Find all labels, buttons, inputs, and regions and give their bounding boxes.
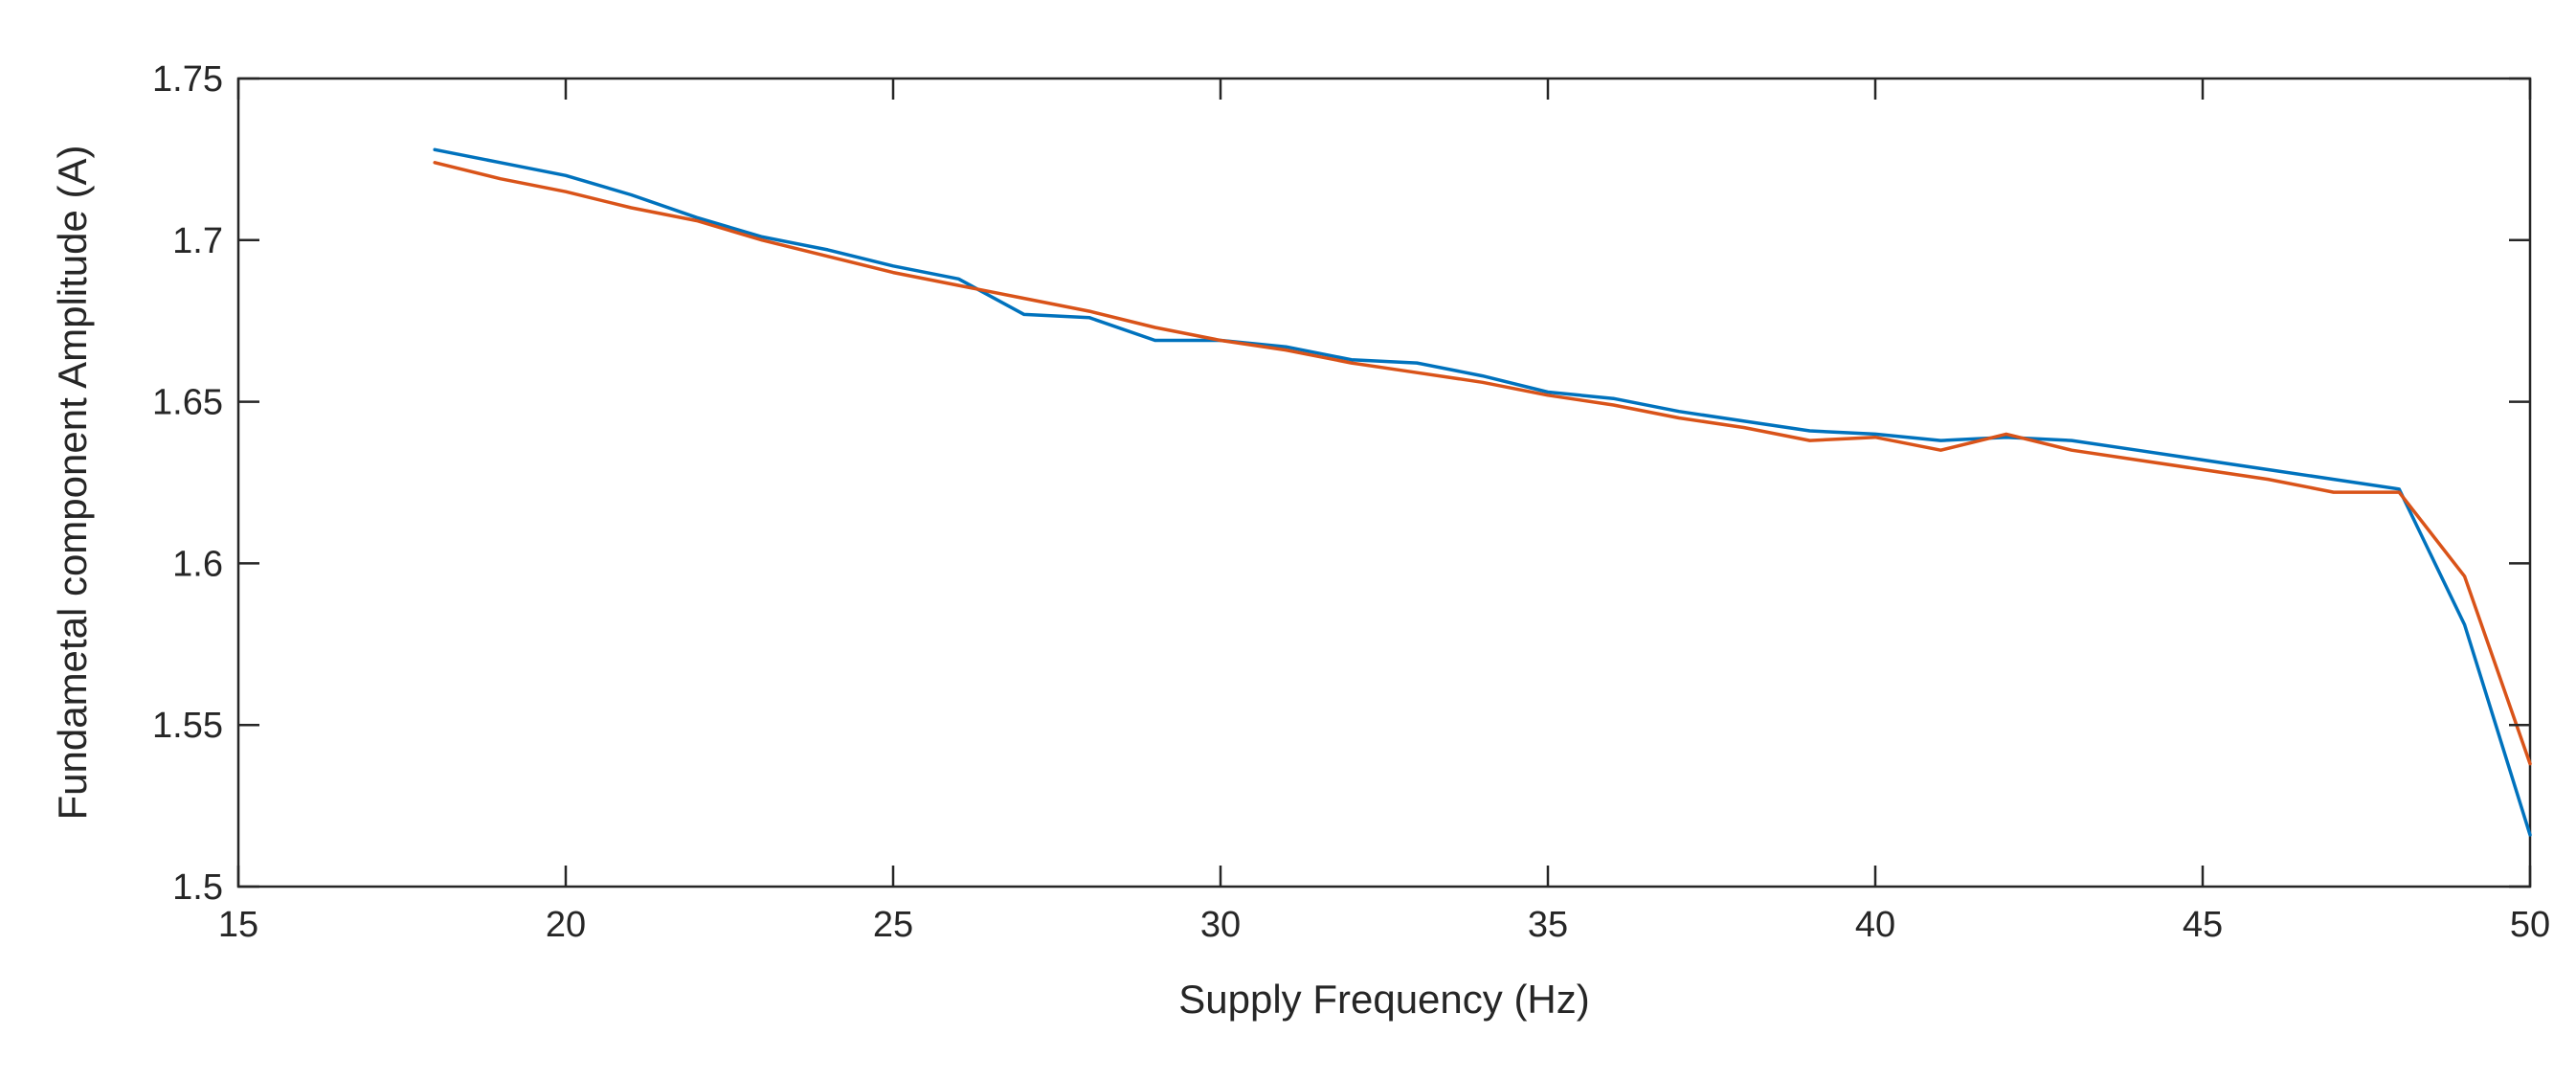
- y-tick-label: 1.75: [152, 59, 223, 100]
- x-tick-label: 35: [1528, 905, 1568, 945]
- y-tick-label: 1.55: [152, 706, 223, 746]
- y-tick-label: 1.5: [172, 867, 223, 908]
- plot-area: 15 20 25 30 35 40 45 50 1.5 1.55 1.6 1.65 1.7 1.75: [152, 59, 2550, 945]
- x-tick-label: 15: [218, 905, 258, 945]
- y-tick-label: 1.6: [172, 544, 223, 584]
- y-tick-label: 1.7: [172, 221, 223, 261]
- ticks-layer: 15 20 25 30 35 40 45 50 1.5 1.55 1.6 1.65 1.7 1.75: [152, 59, 2550, 945]
- x-tick-label: 25: [873, 905, 913, 945]
- x-tick-label: 45: [2183, 905, 2223, 945]
- y-axis-label: Fundametal component Amplitude (A): [50, 145, 95, 820]
- y-tick-label: 1.65: [152, 383, 223, 423]
- axes-box: [236, 77, 2532, 889]
- series-line-1: [433, 147, 2532, 837]
- series-layer: [433, 147, 2532, 837]
- x-tick-label: 50: [2510, 905, 2550, 945]
- x-tick-label: 20: [546, 905, 586, 945]
- x-axis-label: Supply Frequency (Hz): [1178, 977, 1590, 1022]
- x-tick-label: 30: [1200, 905, 1241, 945]
- x-tick-label: 40: [1855, 905, 1895, 945]
- series-line-2: [433, 161, 2532, 766]
